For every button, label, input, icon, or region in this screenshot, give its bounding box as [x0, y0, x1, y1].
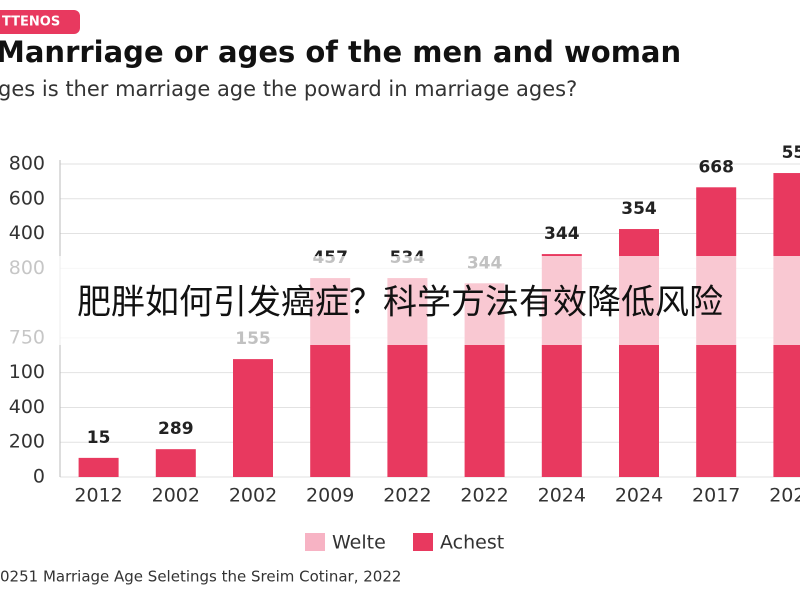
data-label: 15: [87, 428, 111, 448]
chart-subtitle: ges is ther marriage age the poward in m…: [0, 77, 577, 101]
y-tick-label: 600: [9, 187, 45, 209]
y-tick-label: 400: [9, 396, 45, 418]
tag-bg: [0, 10, 80, 34]
y-tick-label: 100: [9, 361, 45, 383]
legend-label: Welte: [332, 532, 386, 554]
tag: TTENOS: [2, 15, 60, 30]
x-tick-label: 2017: [692, 485, 740, 507]
legend-swatch: [413, 533, 433, 551]
bar: [155, 449, 196, 477]
y-tick-label: 800: [9, 153, 45, 175]
banner-text: 肥胖如何引发癌症？科学方法有效降低风险: [77, 283, 723, 323]
x-tick-label: 2024: [538, 485, 586, 507]
banner: [0, 256, 800, 345]
x-tick-label: 2012: [74, 485, 122, 507]
legend-label: Achest: [440, 532, 504, 554]
bar: [78, 457, 119, 477]
x-tick-label: 2022: [383, 485, 431, 507]
data-label: 354: [621, 199, 657, 219]
x-tick-label: 2022: [460, 485, 508, 507]
data-label: 55: [782, 143, 800, 163]
legend-swatch: [305, 533, 325, 551]
data-label: 344: [544, 224, 580, 244]
source: 0251 Marriage Age Seletings the Sreim Co…: [0, 568, 401, 586]
data-label: 668: [698, 157, 734, 177]
y-tick-label: 200: [9, 431, 45, 453]
x-tick-label: 2024: [615, 485, 663, 507]
x-tick-label: 2009: [306, 485, 354, 507]
x-tick-label: 2002: [229, 485, 277, 507]
bar: [233, 359, 273, 477]
y-tick-label: 0: [33, 466, 45, 488]
data-label: 289: [158, 419, 194, 439]
y-tick-label: 400: [9, 222, 45, 244]
chart-title: Manrriage or ages of the men and woman: [0, 35, 681, 69]
x-tick-label: 2002: [152, 485, 200, 507]
